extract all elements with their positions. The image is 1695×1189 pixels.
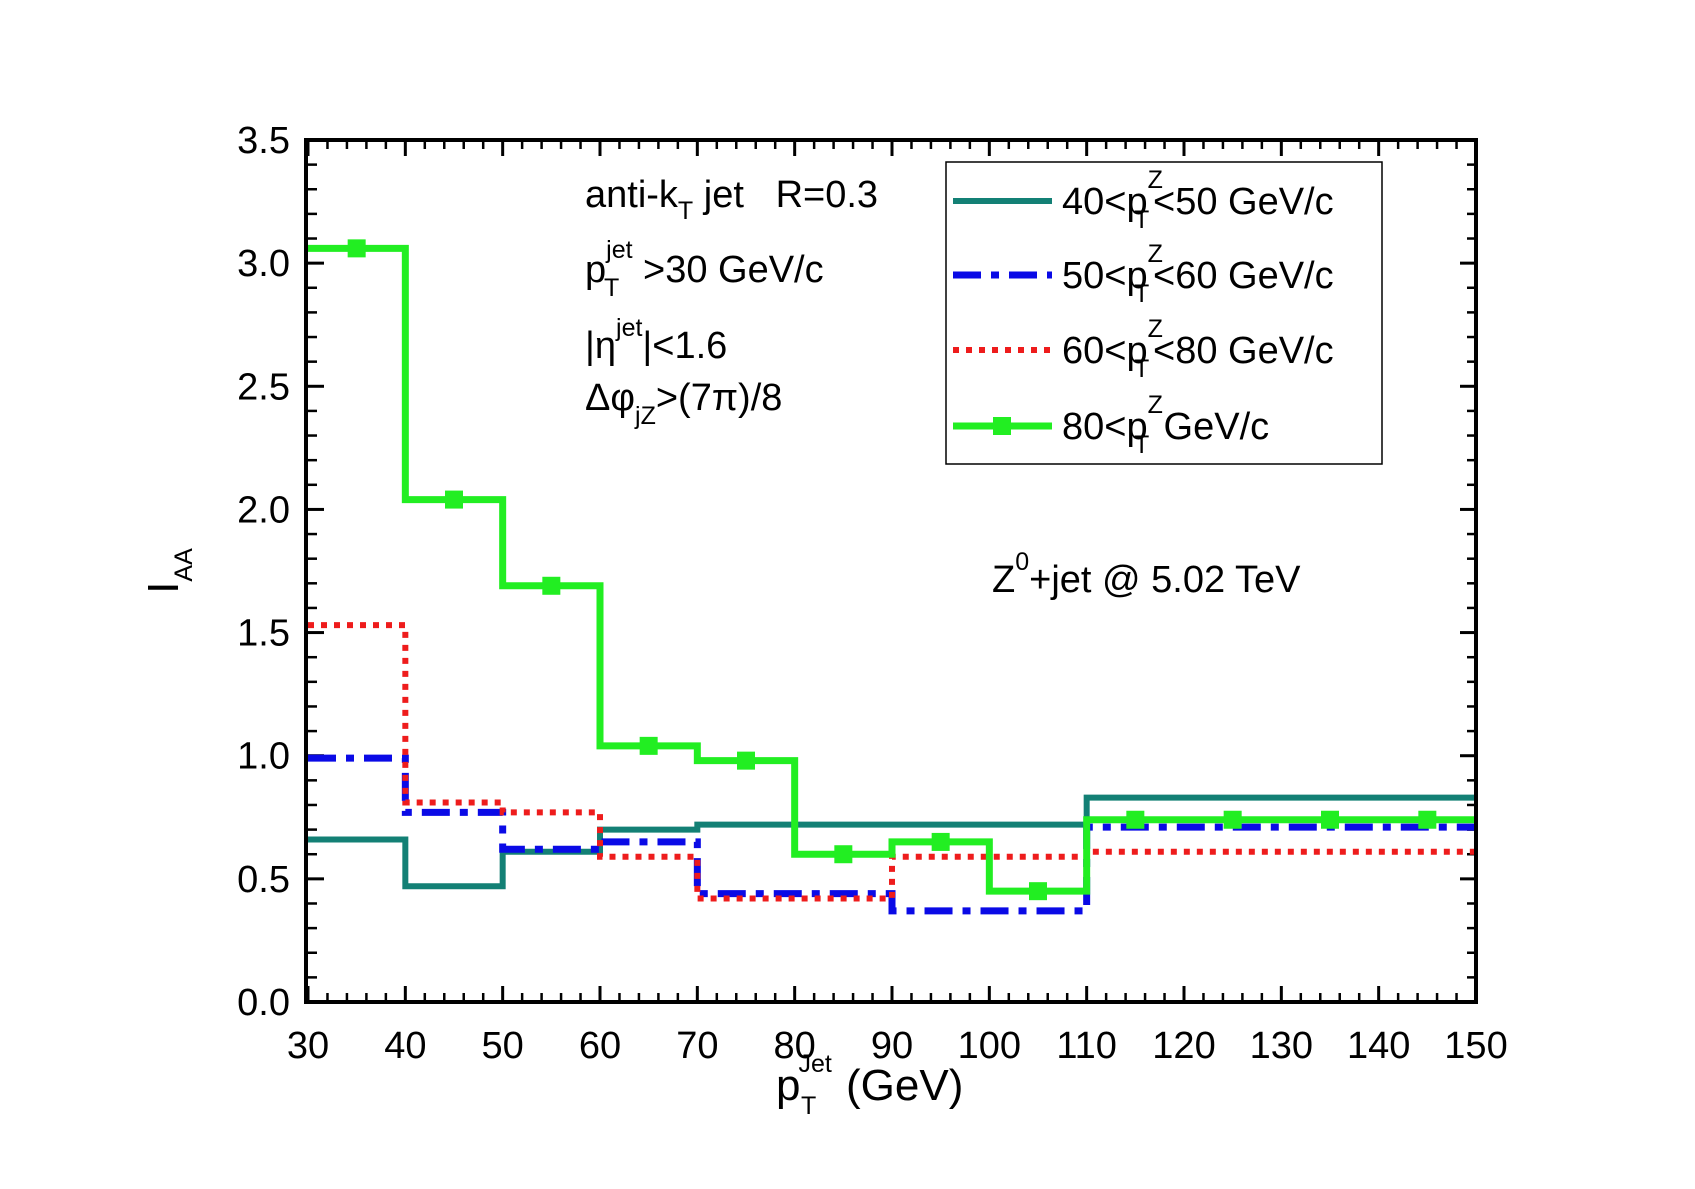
x-tick-label: 40	[384, 1025, 426, 1067]
legend-entry-1: 40<pZ T<50 GeV/c	[953, 166, 1334, 234]
legend-label-2-sup: Z	[1148, 240, 1163, 268]
y-tick-label: 0.5	[237, 859, 290, 901]
legend-label-1-pre: 40<p	[1062, 181, 1148, 223]
series-marker-4	[1321, 810, 1339, 829]
annotation-system: Z0+jet @ 5.02 TeV	[992, 548, 1301, 601]
y-tick-label: 3.5	[237, 120, 290, 162]
x-axis-label-sub: T	[801, 1092, 816, 1120]
legend-label-3-sub: T	[1134, 355, 1149, 383]
y-axis-label-sub: AA	[170, 548, 198, 582]
annotation-jet-algo-pre: anti-k	[585, 174, 679, 216]
legend-entry-2: 50<pZ T<60 GeV/c	[953, 240, 1334, 308]
annotation-dphi-cut-post: >(7π)/8	[656, 377, 783, 419]
series-marker-4	[639, 736, 658, 755]
y-axis-label-main: I	[139, 582, 188, 594]
series-marker-4	[1029, 882, 1047, 901]
annotation-dphi-cut-sub: jZ	[634, 402, 656, 430]
x-tick-label: 60	[579, 1025, 621, 1067]
tick-labels: 30 40 50 60 70 80 90 100 110 120 130 140 150 0.0 0.5 1.…	[237, 120, 1508, 1067]
series-marker-4	[1223, 810, 1242, 829]
series-line-2	[308, 754, 1476, 915]
annotation-jet-algo: anti-kT jet R=0.3	[585, 174, 878, 225]
legend-label-4: 80<pZ T GeV/c	[1062, 391, 1269, 459]
legend-label-1-sub: T	[1134, 206, 1149, 234]
x-tick-label: 50	[482, 1025, 524, 1067]
series-marker-4	[1418, 810, 1437, 829]
series-marker-4	[1126, 810, 1145, 829]
series-line-3	[308, 622, 1476, 902]
y-tick-label: 2.0	[237, 489, 290, 531]
plot-frame	[304, 138, 1478, 1004]
annotation-jet-algo-sub: T	[678, 197, 693, 225]
annotation-dphi-cut-pre: Δφ	[585, 377, 635, 419]
series-marker-4	[737, 751, 755, 770]
legend-label-2-sub: T	[1134, 280, 1149, 308]
legend-label-2: 50<pZ T<60 GeV/c	[1062, 240, 1334, 308]
legend: 40<pZ T<50 GeV/c 50<pZ T<60 GeV/c 60<pZ T<8…	[945, 161, 1383, 465]
legend-label-1-post: <50 GeV/c	[1153, 181, 1334, 223]
annotation-pt-cut-post: >30 GeV/c	[643, 249, 824, 291]
annotation-system-post: +jet @ 5.02 TeV	[1029, 559, 1301, 601]
legend-label-1: 40<pZ T<50 GeV/c	[1062, 166, 1334, 234]
legend-label-2-pre: 50<p	[1062, 255, 1148, 297]
annotation-eta-cut-sup: jet	[615, 314, 642, 342]
legend-entry-3: 60<pZ T<80 GeV/c	[953, 315, 1334, 383]
annotation-eta-cut: |ηjet|<1.6	[585, 314, 727, 367]
legend-label-2-post: <60 GeV/c	[1153, 255, 1334, 297]
annotation-pt-cut-pre: p	[585, 249, 606, 291]
x-axis-label: pJet T (GeV)	[776, 1050, 963, 1120]
x-tick-label: 110	[1056, 1025, 1117, 1067]
annotation-system-sup: 0	[1015, 548, 1029, 576]
series-layer	[308, 239, 1476, 915]
legend-label-3-sup: Z	[1148, 315, 1163, 343]
annotation-pt-cut: pjet T >30 GeV/c	[585, 236, 824, 302]
x-axis-label-sup: Jet	[798, 1050, 831, 1078]
y-tick-label: 0.0	[237, 982, 290, 1024]
legend-marker-4	[993, 417, 1011, 435]
series-line-1	[308, 794, 1476, 890]
annotation-dphi-cut: ΔφjZ>(7π)/8	[585, 377, 782, 430]
annotation-eta-cut-post: |<1.6	[642, 325, 727, 367]
y-tick-label: 1.0	[237, 736, 290, 778]
x-tick-label: 140	[1347, 1025, 1410, 1067]
y-axis-label: IAA	[139, 548, 198, 594]
x-tick-label: 80	[774, 1025, 816, 1067]
legend-label-3-pre: 60<p	[1062, 330, 1148, 372]
x-tick-label: 70	[676, 1025, 718, 1067]
series-marker-4	[347, 239, 366, 258]
legend-label-4-sub: T	[1134, 431, 1149, 459]
x-tick-label: 130	[1250, 1025, 1313, 1067]
legend-label-3: 60<pZ T<80 GeV/c	[1062, 315, 1334, 383]
annotation-pt-cut-sup: jet	[605, 236, 632, 264]
y-tick-label: 2.5	[237, 366, 290, 408]
legend-entry-4: 80<pZ T GeV/c	[953, 391, 1269, 459]
series-marker-4	[834, 845, 853, 864]
legend-label-4-sup: Z	[1148, 391, 1163, 419]
series-marker-4	[445, 490, 463, 509]
legend-label-4-pre: 80<p	[1062, 406, 1148, 448]
x-axis-label-main: p	[776, 1061, 800, 1110]
x-tick-label: 150	[1444, 1025, 1507, 1067]
y-tick-label: 3.0	[237, 243, 290, 285]
x-tick-label: 100	[958, 1025, 1021, 1067]
annotation-eta-cut-pre: |η	[585, 325, 616, 367]
legend-label-3-post: <80 GeV/c	[1153, 330, 1334, 372]
series-marker-4	[931, 832, 950, 851]
legend-box	[945, 161, 1383, 465]
legend-label-4-post: GeV/c	[1153, 406, 1269, 448]
x-tick-label: 90	[871, 1025, 913, 1067]
annotation-pt-cut-sub: T	[604, 274, 619, 302]
y-tick-label: 1.5	[237, 613, 290, 655]
legend-label-1-sup: Z	[1148, 166, 1163, 194]
series-marker-4	[542, 576, 561, 595]
x-tick-label: 120	[1152, 1025, 1215, 1067]
x-axis-label-unit: (GeV)	[846, 1061, 963, 1110]
annotation-system-pre: Z	[992, 559, 1015, 601]
annotation-jet-algo-post: jet R=0.3	[693, 174, 878, 216]
x-tick-label: 30	[287, 1025, 329, 1067]
